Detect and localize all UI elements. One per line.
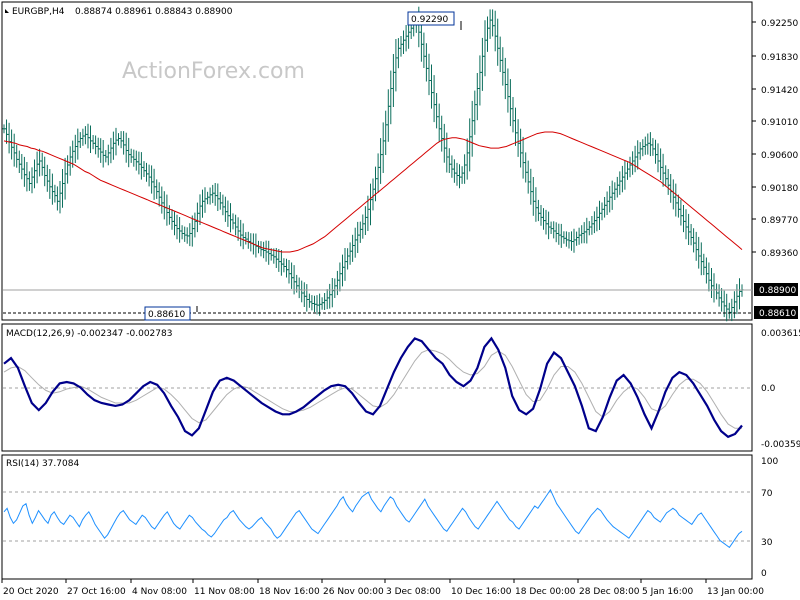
- y-tick-label: 0.89360: [761, 249, 798, 259]
- x-tick-label: 18 Nov 16:00: [259, 587, 320, 597]
- macd-y-tick: 0.003615: [761, 329, 800, 339]
- current-price-tag: [754, 283, 798, 296]
- x-tick-label: 20 Oct 2020: [3, 587, 59, 597]
- macd-line: [3, 336, 743, 439]
- high-annotation: 0.92290: [407, 11, 462, 30]
- high-label: 0.92290: [411, 15, 448, 25]
- moving-average-line: [3, 131, 743, 253]
- price-panel: [1, 1, 753, 321]
- current-price-value: 0.88900: [759, 286, 796, 296]
- macd-title: MACD(12,26,9) -0.002347 -0.002783: [6, 329, 172, 339]
- x-tick-label: 28 Dec 08:00: [579, 587, 640, 597]
- macd-panel: [1, 323, 753, 452]
- x-axis: 20 Oct 2020 27 Oct 16:00 4 Nov 08:00 11 Nov…: [1, 579, 764, 597]
- x-tick-label: 5 Jan 16:00: [642, 587, 694, 597]
- x-tick-label: 27 Oct 16:00: [67, 587, 126, 597]
- macd-y-tick: -0.003592: [761, 440, 800, 450]
- rsi-y-tick: 100: [761, 457, 778, 467]
- watermark-text: ActionForex.com: [122, 59, 305, 84]
- x-tick-label: 11 Nov 08:00: [194, 587, 255, 597]
- y-tick-label: 0.89770: [761, 216, 798, 226]
- x-tick-label: 3 Dec 08:00: [386, 587, 441, 597]
- rsi-title: RSI(14) 37.7084: [6, 459, 79, 469]
- chart-header: EURGBP,H4 0.88874 0.88961 0.88843 0.8890…: [5, 7, 233, 17]
- rsi-y-tick: 70: [761, 489, 773, 499]
- y-tick-label: 0.92250: [761, 19, 798, 29]
- low-label: 0.88610: [148, 310, 185, 320]
- high-box: [407, 11, 455, 26]
- y-tick-label: 0.91830: [761, 53, 798, 63]
- ohlc-values: 0.88874 0.88961 0.88843 0.88900: [75, 7, 233, 17]
- y-tick-label: 0.91010: [761, 118, 798, 128]
- low-box: [144, 306, 191, 321]
- x-tick-label: 10 Dec 16:00: [451, 587, 512, 597]
- x-tick-label: 18 Dec 00:00: [515, 587, 576, 597]
- symbol-label: EURGBP,H4: [12, 7, 65, 17]
- x-tick-label: 13 Jan 00:00: [707, 587, 764, 597]
- low-price-tag: [754, 306, 798, 319]
- low-price-value: 0.88610: [759, 309, 796, 319]
- price-y-axis: 0.92250 0.91830 0.91420 0.91010 0.90600 …: [754, 19, 798, 319]
- low-annotation: 0.88610: [144, 306, 198, 321]
- x-tick-label: 4 Nov 08:00: [132, 587, 187, 597]
- macd-y-tick: 0.0: [761, 384, 776, 394]
- price-y-ticks: [752, 21, 756, 253]
- y-tick-label: 0.90600: [761, 151, 798, 161]
- y-tick-label: 0.91420: [761, 86, 798, 96]
- rsi-y-tick: 30: [761, 538, 773, 548]
- price-bars: [2, 6, 744, 322]
- header-arrow-icon: [5, 9, 9, 13]
- rsi-line: [3, 488, 743, 549]
- x-tick-label: 26 Nov 00:00: [323, 587, 384, 597]
- macd-signal-line: [3, 349, 742, 429]
- y-tick-label: 0.90180: [761, 184, 798, 194]
- rsi-panel: [1, 454, 753, 580]
- rsi-y-tick: 0: [761, 569, 767, 579]
